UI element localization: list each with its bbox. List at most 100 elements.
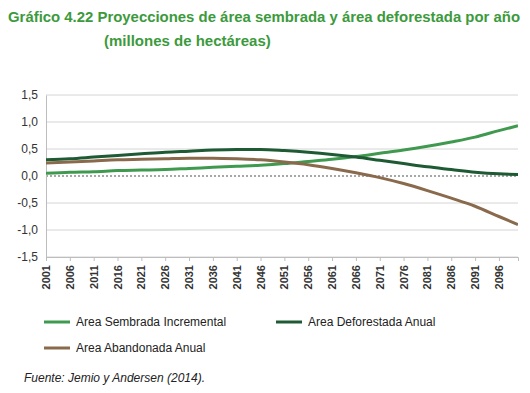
x-tick-mark [189, 257, 190, 261]
y-tick-label: -1,0 [17, 223, 38, 237]
y-axis: -1,5 -1,0 -0,5 0,0 0,5 1,0 1,5 [17, 88, 46, 264]
grid [46, 95, 518, 257]
plot-area [46, 126, 518, 225]
x-tick-label: 2006 [64, 265, 76, 289]
x-tick: 2051 [278, 257, 290, 289]
x-tick-label: 2081 [421, 265, 433, 289]
x-axis: 2001 2006 2011 2016 2021 2026 2031 2036 2041 2046… [40, 257, 518, 289]
legend-label: Area Deforestada Anual [308, 315, 435, 329]
y-tick: 1,0 [21, 115, 46, 129]
x-tick-mark [356, 257, 357, 261]
y-tick: -0,5 [17, 196, 46, 210]
y-tick-label: 1,5 [21, 88, 38, 102]
x-tick-mark [237, 257, 238, 261]
y-tick: 1,5 [21, 88, 46, 102]
legend-swatch [44, 347, 70, 350]
series-line [46, 158, 518, 224]
y-tick: 0,0 [21, 169, 46, 183]
x-tick: 2056 [302, 257, 314, 289]
x-tick-label: 2096 [493, 265, 505, 289]
x-tick: 2061 [326, 257, 338, 289]
x-tick-label: 2091 [469, 265, 481, 289]
grid-line [46, 203, 518, 204]
x-tick-mark [308, 257, 309, 261]
x-tick-label: 2031 [183, 265, 195, 289]
x-tick: 2026 [159, 257, 171, 289]
grid-line [46, 230, 518, 231]
x-tick-label: 2076 [398, 265, 410, 289]
x-tick: 2046 [255, 257, 267, 289]
y-tick: -1,5 [17, 250, 46, 264]
x-tick: 2036 [207, 257, 219, 289]
legend-item: Area Deforestada Anual [276, 315, 435, 329]
legend-label: Area Abandonada Anual [76, 341, 205, 355]
x-tick-label: 2086 [445, 265, 457, 289]
title: Gráfico 4.22 Proyecciones de área sembra… [8, 8, 520, 25]
grid-line [46, 122, 518, 123]
x-tick-mark [165, 257, 166, 261]
x-tick-mark [141, 257, 142, 261]
x-tick: 2086 [445, 257, 457, 289]
x-tick-mark [499, 257, 500, 261]
x-tick: 2041 [231, 257, 243, 289]
x-tick-label: 2061 [326, 265, 338, 289]
x-tick-label: 2056 [302, 265, 314, 289]
x-tick: 2071 [374, 257, 386, 289]
x-tick: 2021 [135, 257, 147, 289]
x-tick-label: 2021 [135, 265, 147, 289]
x-tick-mark [284, 257, 285, 261]
x-tick-label: 2016 [112, 265, 124, 289]
x-tick-mark [70, 257, 71, 261]
x-tick-mark [404, 257, 405, 261]
x-tick-mark [46, 257, 47, 261]
x-tick-mark [475, 257, 476, 261]
x-tick: 2091 [469, 257, 481, 289]
source-note: Fuente: Jemio y Andersen (2014). [24, 371, 205, 385]
x-tick: 2001 [40, 257, 52, 289]
x-tick: 2031 [183, 257, 195, 289]
y-axis-line [46, 96, 47, 258]
y-tick-label: 1,0 [21, 115, 38, 129]
y-tick-label: 0,0 [21, 169, 38, 183]
y-tick-label: 0,5 [21, 142, 38, 156]
x-tick-label: 2051 [278, 265, 290, 289]
x-tick: 2076 [398, 257, 410, 289]
x-tick: 2011 [88, 257, 100, 289]
x-tick: 2006 [64, 257, 76, 289]
legend-item: Area Sembrada Incremental [44, 315, 226, 329]
legend-swatch [276, 321, 302, 324]
x-tick-label: 2041 [231, 265, 243, 289]
x-tick-mark [213, 257, 214, 261]
x-tick: 2096 [493, 257, 505, 289]
x-tick-mark [118, 257, 119, 261]
x-tick-label: 2036 [207, 265, 219, 289]
x-tick: 2066 [350, 257, 362, 289]
x-tick: 2016 [112, 257, 124, 289]
x-tick-mark [380, 257, 381, 261]
x-tick-label: 2046 [255, 265, 267, 289]
x-tick-label: 2066 [350, 265, 362, 289]
x-tick-mark [332, 257, 333, 261]
y-tick: 0,5 [21, 142, 46, 156]
x-tick-mark [427, 257, 428, 261]
x-tick-label: 2001 [40, 265, 52, 289]
x-tick-label: 2071 [374, 265, 386, 289]
x-tick-label: 2011 [88, 265, 100, 289]
grid-line [46, 95, 518, 96]
x-axis-line [47, 258, 519, 262]
legend-swatch [44, 321, 70, 324]
x-tick-mark [261, 257, 262, 261]
x-tick-label: 2026 [159, 265, 171, 289]
x-tick-mark [451, 257, 452, 261]
legend-item: Area Abandonada Anual [44, 341, 205, 355]
chart: Gráfico 4.22 Proyecciones de área sembra… [0, 0, 530, 393]
legend: Area Sembrada Incremental Area Deforestad… [44, 315, 435, 355]
zero-line [46, 175, 518, 177]
x-tick-mark [94, 257, 95, 261]
y-tick-label: -1,5 [17, 250, 38, 264]
y-tick: -1,0 [17, 223, 46, 237]
x-tick: 2081 [421, 257, 433, 289]
y-tick-label: -0,5 [17, 196, 38, 210]
subtitle: (millones de hectáreas) [104, 32, 271, 49]
legend-label: Area Sembrada Incremental [76, 315, 226, 329]
